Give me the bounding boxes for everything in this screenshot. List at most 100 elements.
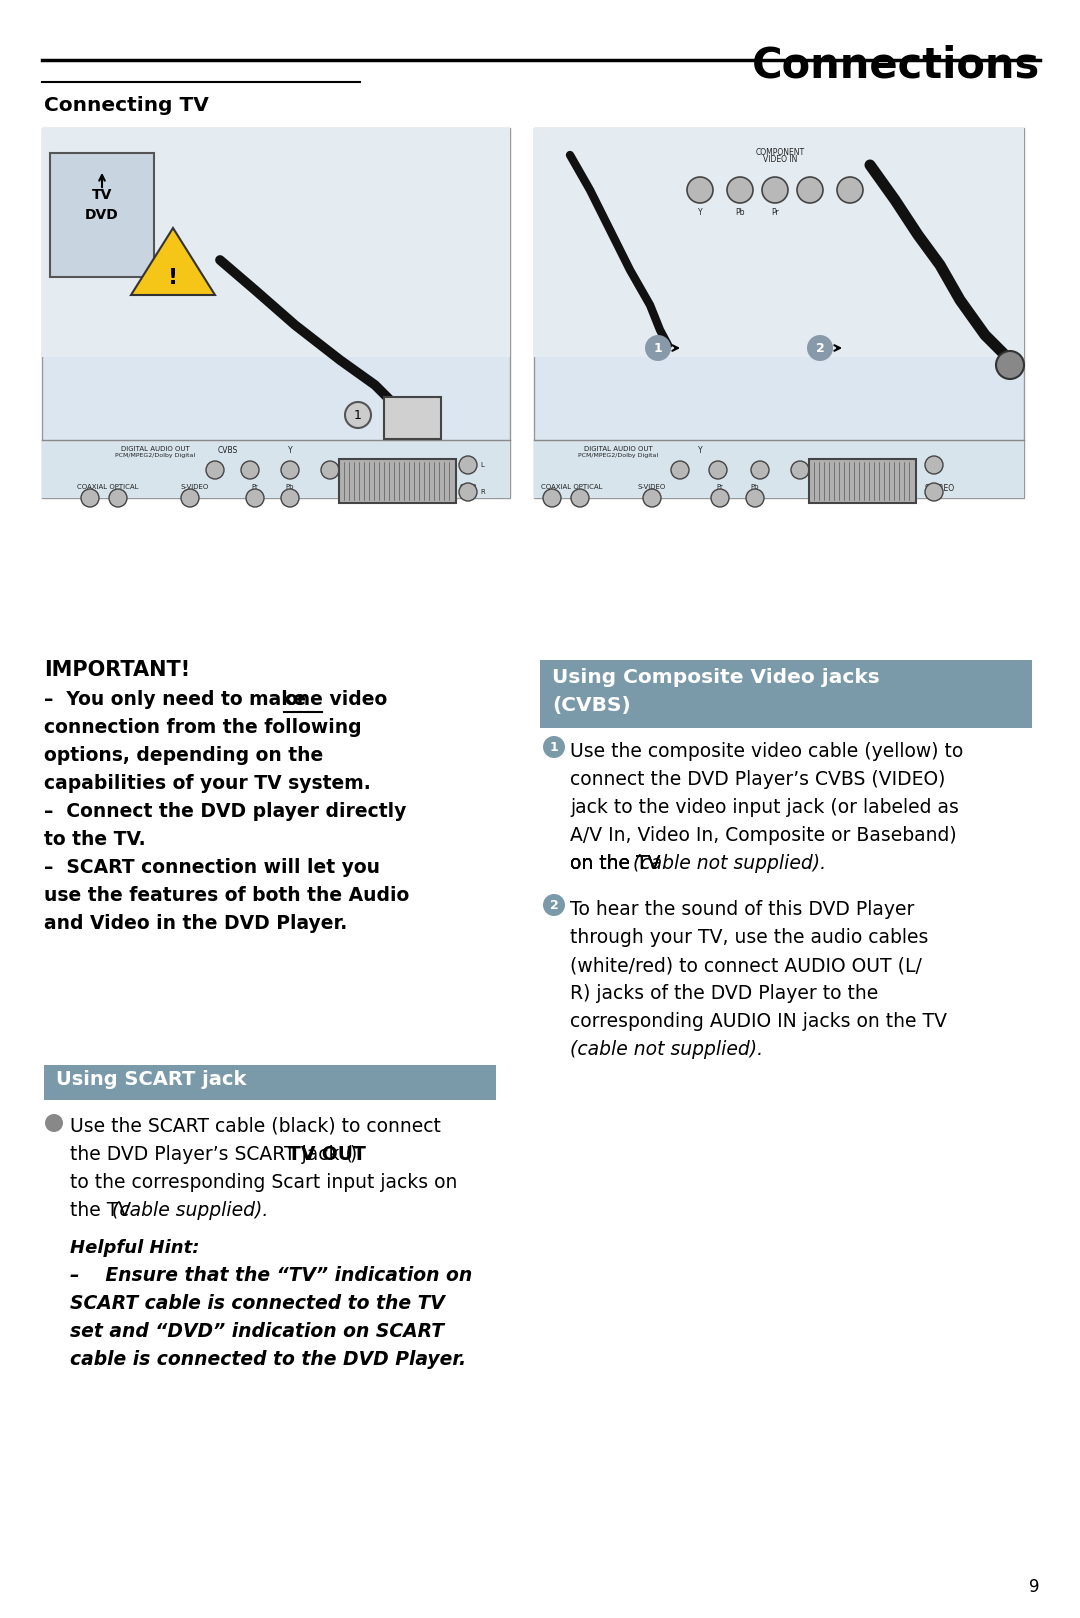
Circle shape [345, 401, 372, 429]
Text: !: ! [167, 269, 178, 288]
Text: Pb: Pb [751, 484, 759, 490]
Bar [42, 440, 510, 498]
Text: connect the DVD Player’s CVBS (VIDEO): connect the DVD Player’s CVBS (VIDEO) [570, 770, 945, 790]
Circle shape [543, 489, 561, 506]
Text: Pr: Pr [252, 484, 258, 490]
Text: 1: 1 [354, 408, 362, 422]
Text: A/V In, Video In, Composite or Baseband): A/V In, Video In, Composite or Baseband) [570, 827, 957, 845]
Text: to the corresponding Scart input jacks on: to the corresponding Scart input jacks o… [70, 1173, 457, 1192]
Text: Pb: Pb [286, 484, 294, 490]
Polygon shape [131, 228, 215, 294]
Text: Y: Y [287, 447, 293, 455]
Text: (cable not supplied).: (cable not supplied). [570, 1040, 764, 1060]
Text: Helpful Hint:: Helpful Hint: [70, 1239, 200, 1257]
Text: (cable supplied).: (cable supplied). [112, 1201, 268, 1220]
Text: SCART cable is connected to the TV: SCART cable is connected to the TV [70, 1294, 445, 1312]
Text: on the TV: on the TV [570, 854, 666, 874]
Bar [534, 440, 1024, 498]
Text: COAXIAL OPTICAL: COAXIAL OPTICAL [541, 484, 603, 490]
Circle shape [643, 489, 661, 506]
Text: to the TV.: to the TV. [44, 830, 146, 849]
Text: jack to the video input jack (or labeled as: jack to the video input jack (or labeled… [570, 798, 959, 817]
Text: Y: Y [698, 447, 702, 455]
Circle shape [281, 461, 299, 479]
FancyBboxPatch shape [339, 460, 456, 503]
Circle shape [109, 489, 127, 506]
Text: –  SCART connection will let you: – SCART connection will let you [44, 858, 380, 877]
Text: 2: 2 [815, 341, 824, 354]
Circle shape [181, 489, 199, 506]
Text: Pr: Pr [716, 484, 724, 490]
Circle shape [671, 461, 689, 479]
Text: TV OUT: TV OUT [366, 484, 394, 493]
Text: Use the SCART cable (black) to connect: Use the SCART cable (black) to connect [70, 1116, 441, 1136]
Circle shape [762, 176, 788, 202]
FancyBboxPatch shape [384, 396, 441, 438]
Text: COMPONENT: COMPONENT [755, 147, 805, 157]
Text: STER: STER [460, 484, 477, 490]
Text: 1: 1 [550, 741, 558, 754]
Text: TV: TV [92, 188, 112, 202]
Circle shape [281, 489, 299, 506]
Circle shape [459, 484, 477, 502]
Text: STEREO: STEREO [924, 484, 955, 493]
Circle shape [711, 489, 729, 506]
Circle shape [571, 489, 589, 506]
Circle shape [45, 1115, 63, 1133]
Text: To hear the sound of this DVD Player: To hear the sound of this DVD Player [570, 900, 915, 919]
Text: S-VIDEO: S-VIDEO [638, 484, 666, 490]
Text: connection from the following: connection from the following [44, 718, 362, 738]
Text: PCM/MPEG2/Dolby Digital: PCM/MPEG2/Dolby Digital [578, 453, 658, 458]
Text: and Video in the DVD Player.: and Video in the DVD Player. [44, 914, 348, 934]
Text: ): ) [350, 1146, 357, 1163]
Text: (white/red) to connect AUDIO OUT (L/: (white/red) to connect AUDIO OUT (L/ [570, 956, 922, 976]
Text: –  You only need to make: – You only need to make [44, 689, 312, 709]
Text: (cable not supplied).: (cable not supplied). [633, 854, 826, 874]
Text: set and “DVD” indication on SCART: set and “DVD” indication on SCART [70, 1322, 444, 1341]
Text: cable is connected to the DVD Player.: cable is connected to the DVD Player. [70, 1349, 467, 1369]
Text: the TV: the TV [70, 1201, 137, 1220]
Text: DIGITAL AUDIO OUT: DIGITAL AUDIO OUT [583, 447, 652, 451]
Circle shape [746, 489, 764, 506]
Text: L: L [480, 463, 484, 468]
Text: –    Ensure that the “TV” indication on: – Ensure that the “TV” indication on [70, 1265, 472, 1285]
Circle shape [807, 335, 833, 361]
Text: corresponding AUDIO IN jacks on the TV: corresponding AUDIO IN jacks on the TV [570, 1011, 947, 1031]
Text: DVD: DVD [85, 209, 119, 222]
Text: Connections: Connections [752, 44, 1040, 86]
Circle shape [321, 461, 339, 479]
Circle shape [543, 895, 565, 916]
Text: IMPORTANT!: IMPORTANT! [44, 660, 190, 680]
Circle shape [543, 736, 565, 757]
Text: TV OUT: TV OUT [288, 1146, 366, 1163]
Circle shape [837, 176, 863, 202]
Text: 1: 1 [653, 341, 662, 354]
FancyBboxPatch shape [42, 128, 510, 358]
Text: options, depending on the: options, depending on the [44, 746, 323, 765]
Text: the DVD Player’s SCART jack (: the DVD Player’s SCART jack ( [70, 1146, 353, 1163]
FancyBboxPatch shape [42, 128, 510, 498]
FancyBboxPatch shape [50, 154, 154, 277]
Circle shape [924, 456, 943, 474]
Text: Using SCART jack: Using SCART jack [56, 1069, 246, 1089]
Text: 9: 9 [1029, 1578, 1040, 1595]
Circle shape [791, 461, 809, 479]
Text: on the TV: on the TV [570, 854, 666, 874]
FancyBboxPatch shape [534, 128, 1024, 358]
Text: 2: 2 [550, 898, 558, 911]
Text: TV OUT: TV OUT [834, 484, 862, 493]
Text: S-VIDEO: S-VIDEO [180, 484, 210, 490]
Text: DIGITAL AUDIO OUT: DIGITAL AUDIO OUT [121, 447, 189, 451]
Text: Y: Y [698, 209, 702, 217]
FancyBboxPatch shape [534, 128, 1024, 498]
Text: through your TV, use the audio cables: through your TV, use the audio cables [570, 929, 929, 947]
Text: (CVBS): (CVBS) [552, 696, 631, 715]
Text: Pb: Pb [735, 209, 745, 217]
Text: one: one [284, 689, 323, 709]
Text: R) jacks of the DVD Player to the: R) jacks of the DVD Player to the [570, 984, 878, 1003]
Circle shape [81, 489, 99, 506]
Circle shape [645, 335, 671, 361]
Circle shape [727, 176, 753, 202]
Text: COAXIAL OPTICAL: COAXIAL OPTICAL [78, 484, 138, 490]
Text: Pr: Pr [771, 209, 779, 217]
